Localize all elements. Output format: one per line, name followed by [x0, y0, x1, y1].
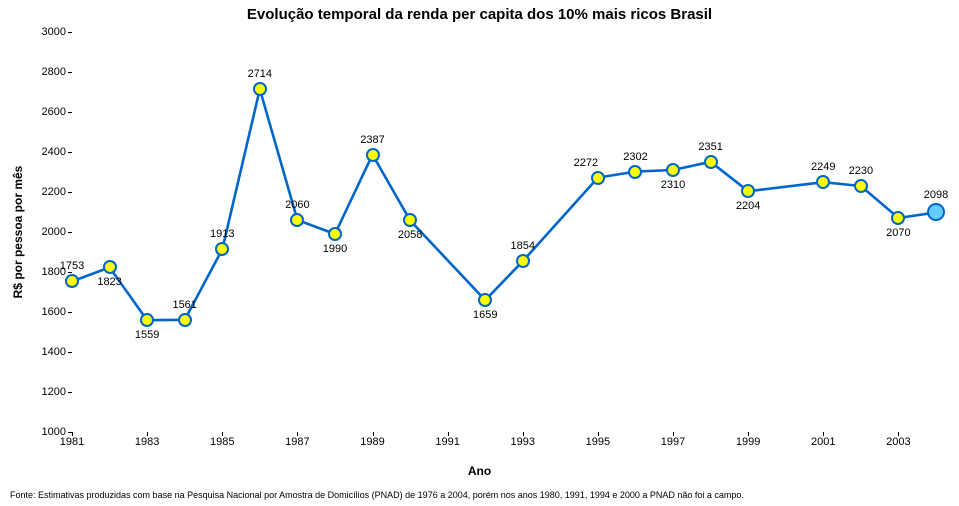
data-marker — [140, 313, 154, 327]
data-marker — [628, 165, 642, 179]
data-label: 2098 — [924, 189, 948, 201]
series-line — [72, 89, 936, 320]
y-tick-label: 2600 — [42, 106, 66, 118]
x-tick-mark — [373, 432, 374, 436]
data-label: 1990 — [323, 243, 347, 255]
data-marker — [215, 242, 229, 256]
x-tick-label: 1997 — [661, 436, 685, 448]
data-label: 2310 — [661, 179, 685, 191]
x-tick-label: 1983 — [135, 436, 159, 448]
data-label: 1559 — [135, 329, 159, 341]
data-label: 1753 — [60, 260, 84, 272]
x-tick-label: 1993 — [511, 436, 535, 448]
y-tick-mark — [68, 192, 72, 193]
x-tick-label: 1987 — [285, 436, 309, 448]
x-tick-label: 1995 — [586, 436, 610, 448]
data-marker — [516, 254, 530, 268]
y-tick-label: 2000 — [42, 226, 66, 238]
x-tick-mark — [523, 432, 524, 436]
plot-area: 1000120014001600180020002200240026002800… — [72, 32, 936, 432]
chart-lines — [72, 32, 936, 432]
y-tick-label: 2800 — [42, 66, 66, 78]
data-label: 2272 — [574, 157, 598, 169]
x-tick-label: 1991 — [435, 436, 459, 448]
y-tick-label: 3000 — [42, 26, 66, 38]
data-label: 2058 — [398, 229, 422, 241]
data-label: 2204 — [736, 200, 760, 212]
x-tick-mark — [297, 432, 298, 436]
y-tick-label: 2200 — [42, 186, 66, 198]
data-marker — [65, 274, 79, 288]
x-tick-mark — [673, 432, 674, 436]
y-tick-mark — [68, 352, 72, 353]
y-axis-label: R$ por pessoa por mês — [11, 166, 25, 299]
x-tick-mark — [448, 432, 449, 436]
x-tick-label: 1999 — [736, 436, 760, 448]
data-label: 2230 — [849, 165, 873, 177]
data-label: 1913 — [210, 228, 234, 240]
x-tick-label: 1989 — [360, 436, 384, 448]
y-tick-mark — [68, 152, 72, 153]
y-tick-label: 1600 — [42, 306, 66, 318]
data-marker — [253, 82, 267, 96]
data-marker — [328, 227, 342, 241]
y-tick-mark — [68, 32, 72, 33]
data-label: 1854 — [511, 240, 535, 252]
x-tick-mark — [147, 432, 148, 436]
y-tick-mark — [68, 312, 72, 313]
data-label: 2351 — [698, 141, 722, 153]
y-tick-label: 1200 — [42, 386, 66, 398]
x-tick-label: 1981 — [60, 436, 84, 448]
data-label: 2302 — [623, 151, 647, 163]
data-marker — [666, 163, 680, 177]
data-marker — [403, 213, 417, 227]
data-marker — [927, 203, 945, 221]
data-label: 2249 — [811, 161, 835, 173]
x-tick-mark — [748, 432, 749, 436]
data-label: 2387 — [360, 134, 384, 146]
data-marker — [103, 260, 117, 274]
chart-footnote: Fonte: Estimativas produzidas com base n… — [10, 490, 949, 500]
y-tick-mark — [68, 112, 72, 113]
x-tick-mark — [823, 432, 824, 436]
data-marker — [854, 179, 868, 193]
data-marker — [891, 211, 905, 225]
x-tick-label: 2003 — [886, 436, 910, 448]
y-tick-mark — [68, 392, 72, 393]
x-tick-label: 2001 — [811, 436, 835, 448]
x-tick-mark — [898, 432, 899, 436]
chart-title: Evolução temporal da renda per capita do… — [0, 6, 959, 23]
chart-container: Evolução temporal da renda per capita do… — [0, 0, 959, 506]
data-marker — [478, 293, 492, 307]
data-marker — [366, 148, 380, 162]
data-marker — [704, 155, 718, 169]
data-marker — [816, 175, 830, 189]
data-marker — [178, 313, 192, 327]
y-tick-mark — [68, 232, 72, 233]
data-label: 2714 — [248, 68, 272, 80]
data-marker — [290, 213, 304, 227]
x-tick-mark — [222, 432, 223, 436]
data-label: 2060 — [285, 199, 309, 211]
y-tick-label: 2400 — [42, 146, 66, 158]
x-axis-label: Ano — [0, 464, 959, 478]
y-tick-label: 1400 — [42, 346, 66, 358]
data-label: 1659 — [473, 309, 497, 321]
data-label: 1561 — [172, 299, 196, 311]
data-label: 1823 — [97, 276, 121, 288]
x-tick-mark — [598, 432, 599, 436]
y-tick-mark — [68, 72, 72, 73]
data-label: 2070 — [886, 227, 910, 239]
x-tick-mark — [72, 432, 73, 436]
x-tick-label: 1985 — [210, 436, 234, 448]
data-marker — [591, 171, 605, 185]
data-marker — [741, 184, 755, 198]
